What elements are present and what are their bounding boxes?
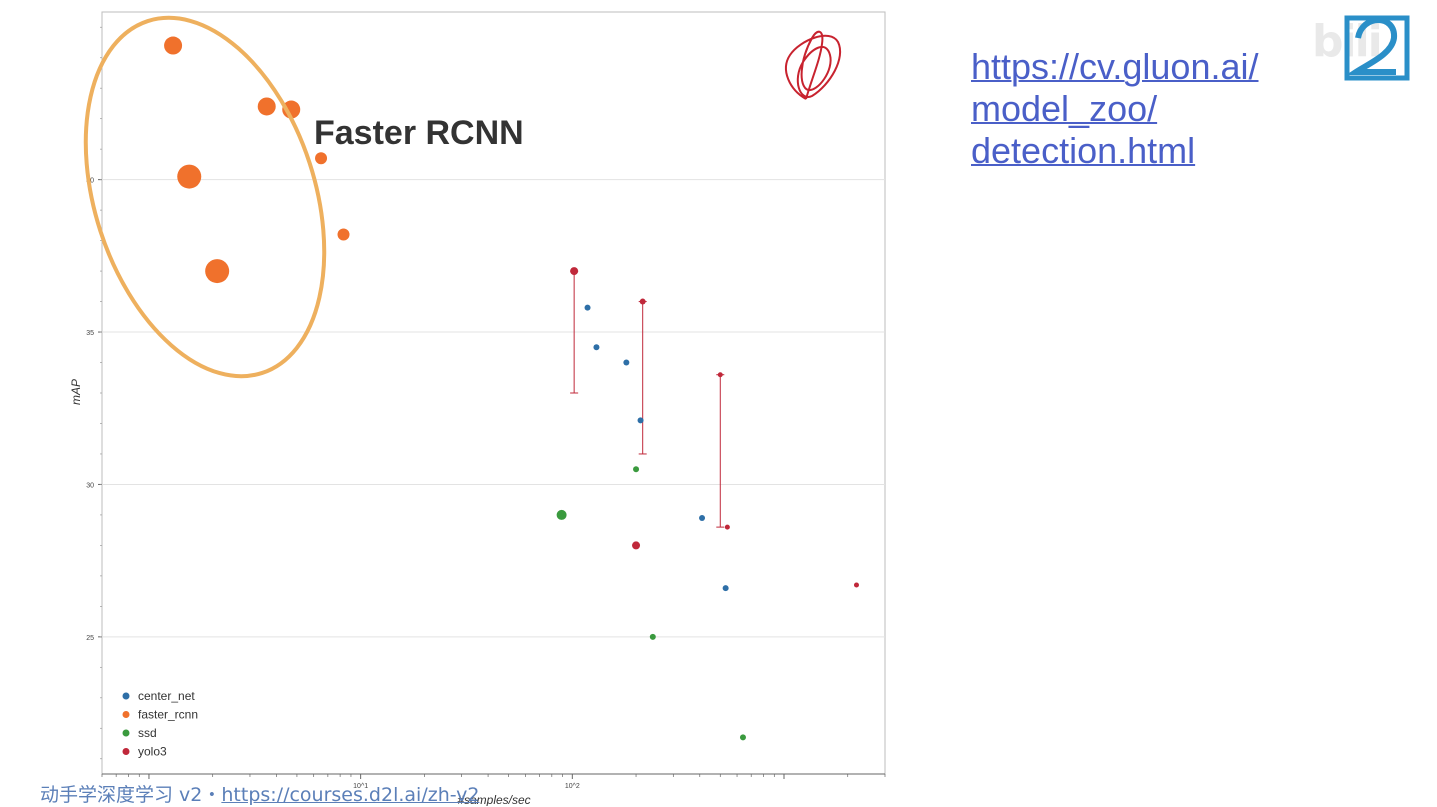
center_net-point — [637, 417, 644, 424]
legend-label: faster_rcnn — [138, 708, 198, 722]
y-tick-label: 35 — [86, 330, 94, 337]
center_net-point — [623, 359, 630, 366]
x-axis-label: #samples/sec — [457, 793, 530, 806]
x-axis: 10^1 10^2 — [101, 773, 886, 790]
link-line-2[interactable]: model_zoo/ — [971, 88, 1158, 129]
faster_rcnn-point — [164, 36, 183, 55]
center_net-point — [722, 585, 729, 592]
model-zoo-link[interactable]: https://cv.gluon.ai/ model_zoo/ detectio… — [971, 46, 1291, 172]
legend-marker — [122, 748, 130, 755]
y-tick-label: 30 — [86, 482, 94, 489]
yolo3-point — [639, 298, 646, 305]
footer-prefix: 动手学深度学习 v2・ — [40, 784, 222, 806]
legend-label: ssd — [138, 726, 157, 740]
faster_rcnn-point — [337, 228, 350, 241]
ssd-point — [556, 509, 567, 520]
y-axis-label: mAP — [69, 379, 83, 405]
faster-rcnn-annotation: Faster RCNN — [314, 114, 524, 152]
ssd-point — [633, 466, 640, 473]
legend-marker — [122, 692, 130, 700]
grid-lines — [102, 179, 885, 638]
legend-marker — [122, 711, 130, 718]
yolo3-point — [724, 524, 730, 530]
center_net-point — [593, 344, 600, 351]
ssd-point — [649, 633, 656, 640]
data-points — [164, 36, 859, 741]
faster_rcnn-point — [177, 164, 202, 189]
d2l-logo-icon — [1344, 15, 1410, 81]
faster-rcnn-highlight-ellipse — [83, 15, 327, 379]
yolo3-point — [632, 541, 641, 550]
yolo3-point — [570, 267, 579, 276]
plot-frame — [101, 11, 886, 775]
legend-label: yolo3 — [138, 745, 167, 759]
link-line-3[interactable]: detection.html — [971, 130, 1196, 171]
red-scribble — [785, 30, 842, 100]
center_net-point — [699, 514, 706, 521]
faster_rcnn-point — [315, 152, 328, 165]
legend-label: center_net — [138, 689, 195, 703]
yolo3-point — [717, 372, 723, 378]
ssd-point — [739, 734, 746, 741]
footer-url-link[interactable]: https://courses.d2l.ai/zh-v2 — [221, 784, 480, 806]
x-tick-label: 10^1 — [353, 783, 368, 790]
faster_rcnn-point — [257, 97, 276, 116]
link-line-1[interactable]: https://cv.gluon.ai/ — [971, 46, 1259, 87]
legend-marker — [122, 729, 130, 737]
y-tick-label: 25 — [86, 635, 94, 642]
x-tick-label: 10^2 — [565, 783, 580, 790]
course-footer: 动手学深度学习 v2・https://courses.d2l.ai/zh-v2 — [40, 780, 479, 807]
yolo3-point — [853, 582, 859, 588]
center_net-point — [584, 304, 591, 311]
faster_rcnn-point — [205, 259, 230, 284]
